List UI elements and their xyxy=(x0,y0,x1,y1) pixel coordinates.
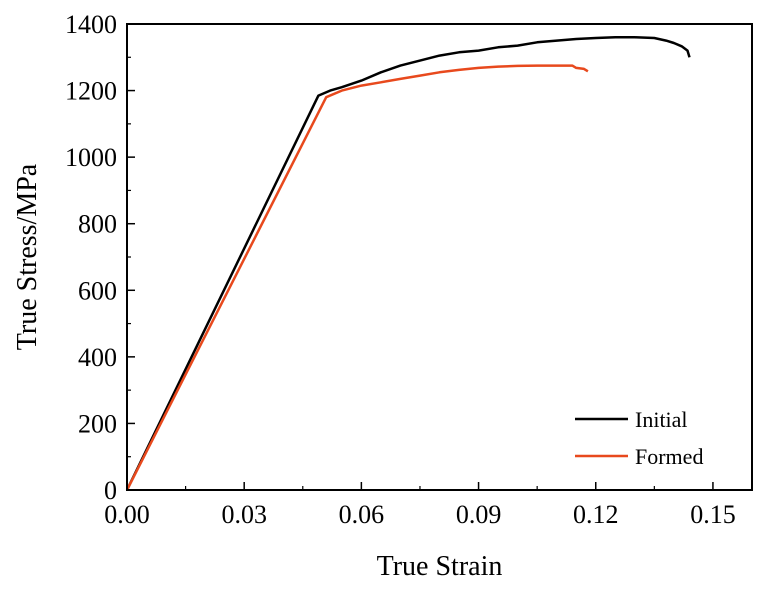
y-tick-label: 0 xyxy=(104,476,117,505)
y-tick-label: 200 xyxy=(78,409,117,438)
y-tick-label: 400 xyxy=(78,343,117,372)
x-tick-label: 0.12 xyxy=(573,500,619,529)
legend: Initial Formed xyxy=(575,407,703,469)
series-line-initial xyxy=(125,36,691,491)
legend-label-initial: Initial xyxy=(635,407,688,432)
series-line-formed xyxy=(125,64,589,491)
legend-label-formed: Formed xyxy=(635,444,703,469)
x-axis-ticks: 0.00 0.03 0.06 0.09 0.12 0.15 xyxy=(104,482,736,529)
x-tick-label: 0.03 xyxy=(221,500,267,529)
y-tick-label: 1200 xyxy=(65,77,117,106)
y-tick-label: 1000 xyxy=(65,143,117,172)
plot-lines xyxy=(125,36,691,491)
y-axis-title: True Stress/MPa xyxy=(12,163,43,350)
y-tick-label: 600 xyxy=(78,276,117,305)
y-tick-label: 1400 xyxy=(65,10,117,39)
x-tick-label: 0.09 xyxy=(456,500,502,529)
y-tick-label: 800 xyxy=(78,210,117,239)
x-tick-label: 0.06 xyxy=(339,500,385,529)
y-axis-ticks: 0 200 400 600 800 1000 1200 1400 xyxy=(65,10,135,505)
x-tick-label: 0.00 xyxy=(104,500,150,529)
x-tick-label: 0.15 xyxy=(690,500,736,529)
x-axis-title: True Strain xyxy=(377,551,503,582)
